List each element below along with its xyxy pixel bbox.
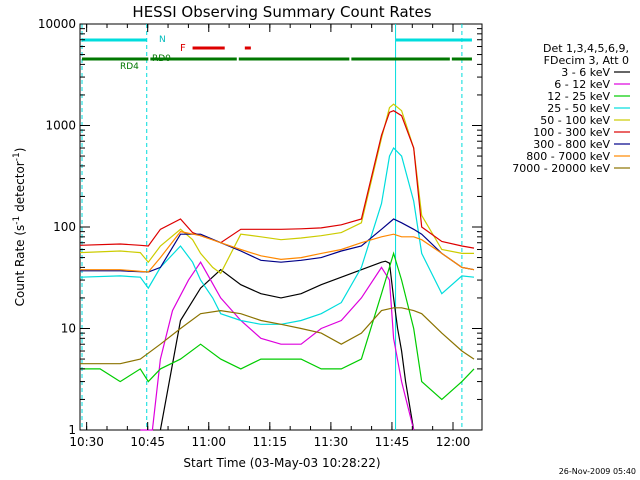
legend-header-line: Det 1,3,4,5,6,9, bbox=[543, 42, 629, 55]
series-line-8 bbox=[80, 230, 475, 273]
flare-flag-label: F bbox=[180, 43, 186, 54]
series-lines bbox=[79, 103, 475, 431]
x-tick-label: 11:45 bbox=[375, 435, 410, 449]
series-line-2 bbox=[140, 261, 415, 431]
y-tick-label: 100 bbox=[53, 220, 76, 234]
rd0-flag-label: RD0 bbox=[152, 54, 171, 64]
y-axis-label-exp: -1 bbox=[12, 216, 22, 225]
y-tick-label: 1 bbox=[68, 423, 76, 437]
flag-bars: N F RD0 RD4 bbox=[82, 35, 472, 72]
legend-label: 50 - 100 keV bbox=[540, 114, 610, 127]
x-tick-label: 10:45 bbox=[130, 435, 165, 449]
y-tick-label: 1000 bbox=[45, 119, 76, 133]
y-axis-label-part: Count Rate (s bbox=[13, 225, 27, 307]
x-tick-label: 11:15 bbox=[253, 435, 288, 449]
y-tick-label: 10000 bbox=[38, 17, 76, 31]
legend-label: 100 - 300 keV bbox=[533, 126, 610, 139]
night-flag-label: N bbox=[159, 35, 166, 45]
y-axis-label-part: detector bbox=[13, 161, 27, 216]
series-line-7 bbox=[80, 218, 475, 273]
series-line-4 bbox=[79, 146, 475, 325]
rd4-flag-label: RD4 bbox=[120, 62, 139, 72]
legend-label: 6 - 12 keV bbox=[554, 78, 610, 91]
y-axis: 1 10 100 1000 10000 bbox=[38, 17, 482, 437]
x-tick-label: 10:30 bbox=[69, 435, 104, 449]
y-axis-label: Count Rate (s-1 detector-1) bbox=[12, 148, 27, 307]
y-axis-label-part: ) bbox=[13, 148, 27, 153]
legend-label: 300 - 800 keV bbox=[533, 138, 610, 151]
legend-label: 7000 - 20000 keV bbox=[512, 162, 610, 175]
y-axis-label-exp: -1 bbox=[12, 152, 22, 161]
legend-label: 12 - 25 keV bbox=[547, 90, 610, 103]
x-axis: 10:30 10:45 11:00 11:15 11:30 11:45 12:00 bbox=[69, 24, 470, 449]
legend-label: 800 - 7000 keV bbox=[526, 150, 610, 163]
chart-title: HESSI Observing Summary Count Rates bbox=[132, 3, 431, 21]
series-line-1 bbox=[159, 260, 415, 431]
y-tick-label: 10 bbox=[61, 322, 76, 336]
legend-label: 25 - 50 keV bbox=[547, 102, 610, 115]
legend: Det 1,3,4,5,6,9, FDecim 3, Att 0 3 - 6 k… bbox=[512, 42, 630, 175]
x-tick-label: 11:00 bbox=[191, 435, 226, 449]
series-line-3 bbox=[80, 251, 475, 401]
legend-label: 3 - 6 keV bbox=[561, 66, 610, 79]
series-line-6 bbox=[79, 110, 475, 249]
x-tick-label: 11:30 bbox=[314, 435, 349, 449]
series-line-9 bbox=[80, 307, 475, 365]
legend-header-line: FDecim 3, Att 0 bbox=[544, 54, 629, 67]
generation-date: 26-Nov-2009 05:40 bbox=[559, 467, 636, 476]
x-tick-label: 12:00 bbox=[436, 435, 471, 449]
series-line-5 bbox=[79, 103, 474, 275]
x-axis-label: Start Time (03-May-03 10:28:22) bbox=[183, 456, 380, 470]
